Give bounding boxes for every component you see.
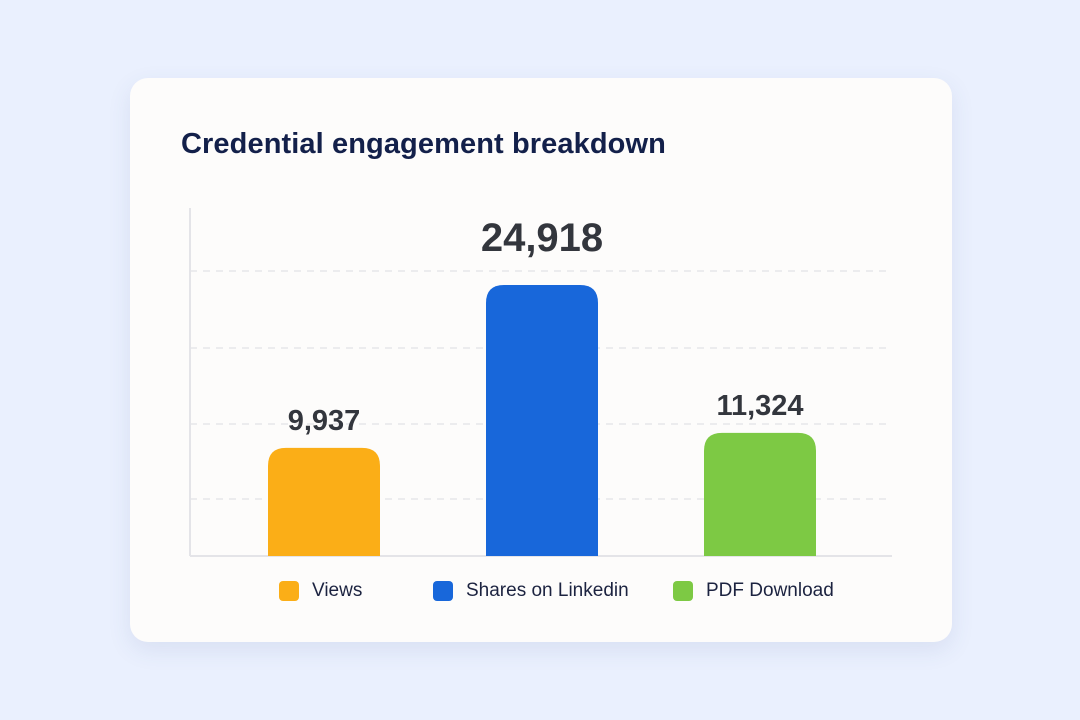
data-label-shares-on-linkedin: 24,918 — [481, 216, 603, 260]
legend-item-shares-on-linkedin: Shares on Linkedin — [433, 580, 629, 602]
legend-label: PDF Download — [706, 580, 834, 601]
data-label-views: 9,937 — [288, 405, 361, 437]
bar-pdf-download — [704, 432, 816, 556]
legend-label: Shares on Linkedin — [466, 580, 629, 601]
legend-swatch — [279, 581, 299, 601]
bar-views — [268, 447, 380, 556]
bars — [268, 285, 816, 556]
data-label-pdf-download: 11,324 — [716, 390, 803, 422]
chart-title: Credential engagement breakdown — [181, 128, 666, 160]
chart-card: Credential engagement breakdown 9,937 24,… — [130, 78, 952, 642]
legend-swatch — [433, 581, 453, 601]
bar-chart: 9,937 24,918 11,324 — [189, 208, 892, 557]
data-labels: 9,937 24,918 11,324 — [288, 216, 804, 437]
bar-shares-on-linkedin — [486, 285, 598, 556]
legend: Views Shares on Linkedin PDF Download — [130, 580, 952, 604]
legend-label: Views — [312, 580, 363, 601]
legend-swatch — [673, 581, 693, 601]
legend-item-views: Views — [279, 580, 362, 602]
legend-item-pdf-download: PDF Download — [673, 580, 834, 602]
